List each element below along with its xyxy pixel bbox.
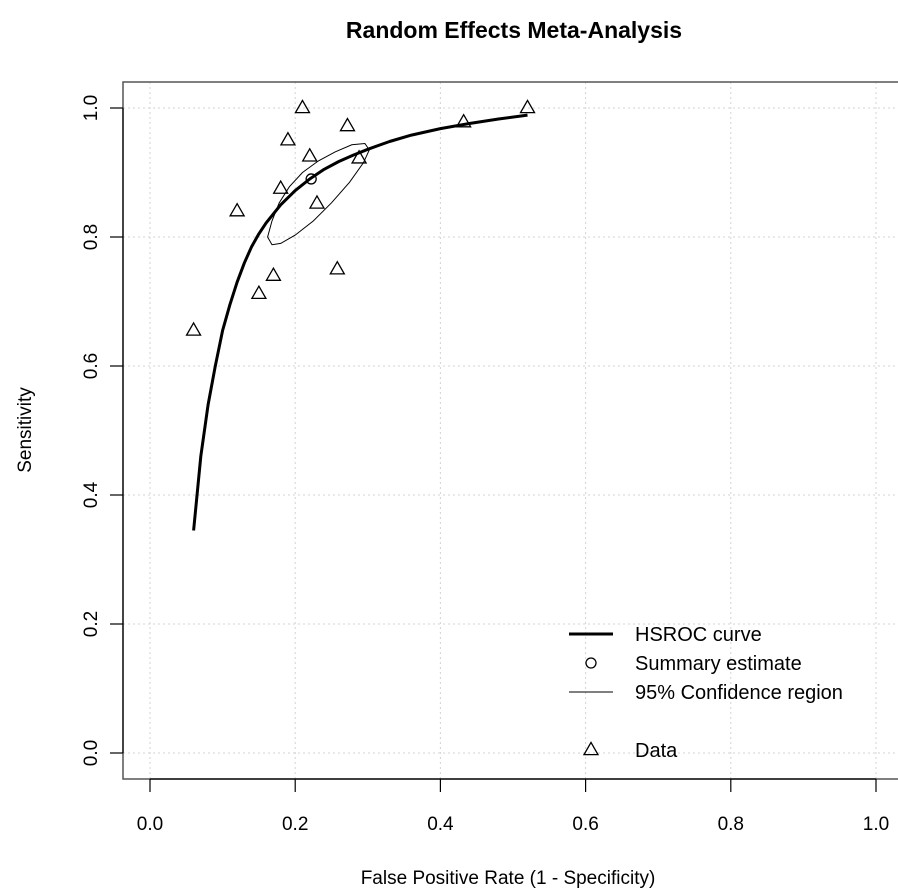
- confidence-region-layer: [267, 142, 370, 246]
- legend-data-swatch: [582, 741, 600, 756]
- data-point: [185, 321, 202, 336]
- data-points-layer: [185, 99, 536, 336]
- data-point: [329, 260, 346, 275]
- data-point: [294, 99, 311, 114]
- chart-title: Random Effects Meta-Analysis: [346, 17, 682, 43]
- confidence-region: [267, 142, 370, 246]
- data-point: [265, 266, 282, 281]
- data-point: [272, 179, 289, 194]
- legend-label: Summary estimate: [635, 653, 802, 675]
- summary-layer: [305, 173, 317, 185]
- data-point: [350, 149, 368, 164]
- x-axis-label: False Positive Rate (1 - Specificity): [361, 868, 656, 889]
- y-axis: 0.0 0.2 0.4 0.6 0.8 1.0: [81, 95, 124, 766]
- y-tick-label: 0.0: [81, 740, 102, 766]
- grid: [123, 82, 898, 779]
- data-point: [339, 117, 356, 132]
- data-point: [308, 194, 326, 209]
- hsroc-curve-layer: [192, 113, 528, 531]
- data-point: [301, 147, 318, 162]
- legend-label: 95% Confidence region: [635, 682, 843, 704]
- data-point: [455, 113, 472, 128]
- legend-label: Data: [635, 740, 678, 762]
- x-tick-label: 0.8: [718, 814, 744, 835]
- y-tick-label: 1.0: [81, 95, 102, 121]
- x-tick-label: 0.2: [282, 814, 308, 835]
- legend-summary-swatch: [585, 657, 597, 669]
- y-tick-label: 0.4: [81, 481, 102, 508]
- legend: HSROC curve Summary estimate 95% Confidenc…: [569, 624, 843, 762]
- x-tick-label: 0.6: [572, 814, 598, 835]
- x-axis: 0.0 0.2 0.4 0.6 0.8 1.0: [137, 778, 889, 835]
- data-point: [228, 202, 246, 217]
- hsroc-curve: [192, 113, 528, 531]
- data-point: [519, 99, 536, 114]
- y-tick-label: 0.2: [81, 611, 102, 637]
- x-tick-label: 0.4: [427, 814, 454, 835]
- x-tick-label: 1.0: [863, 814, 889, 835]
- x-tick-label: 0.0: [137, 814, 163, 835]
- y-tick-label: 0.6: [81, 353, 102, 379]
- summary-estimate-point: [305, 173, 317, 185]
- data-point: [250, 284, 268, 300]
- y-axis-label: Sensitivity: [15, 387, 36, 473]
- data-point: [279, 131, 297, 146]
- y-tick-label: 0.8: [81, 224, 102, 250]
- legend-label: HSROC curve: [635, 624, 762, 646]
